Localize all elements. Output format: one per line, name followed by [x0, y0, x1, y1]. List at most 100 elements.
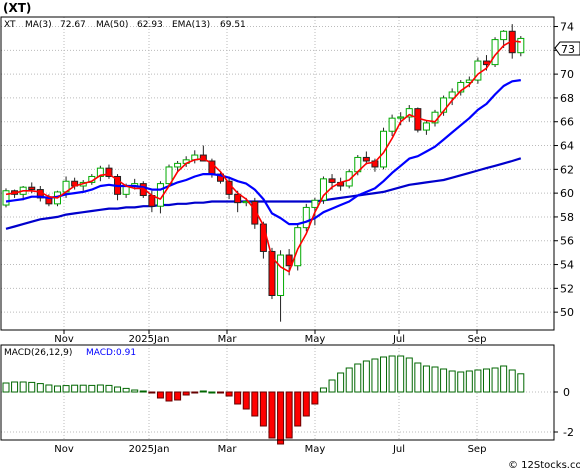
macd-x-tick-label: May: [305, 444, 326, 455]
macd-y-tick-label: -2: [563, 426, 574, 439]
candle-body: [285, 254, 293, 267]
macd-bar: [268, 391, 276, 439]
candle: [234, 190, 242, 213]
legend-ema13-value: 69.51: [220, 20, 246, 30]
candlesticks: [2, 24, 525, 322]
candle-body: [319, 178, 327, 201]
candle-body: [277, 254, 285, 296]
price-x-tick-label: Sep: [468, 334, 487, 345]
macd-label: MACD(26,12,9): [4, 348, 72, 358]
price-x-tick-label: Mar: [218, 334, 238, 345]
price-x-tick-label: Jul: [392, 334, 405, 345]
last-price-value: 73: [561, 43, 575, 56]
macd-bar: [405, 357, 413, 393]
price-y-tick-label: 52: [560, 282, 574, 295]
legend-ema13-label: EMA(13): [172, 20, 210, 30]
macd-bar: [431, 366, 439, 393]
macd-bar: [337, 372, 345, 393]
macd-bar: [148, 391, 156, 394]
candle-body: [139, 183, 147, 197]
candle: [96, 165, 104, 182]
macd-bar: [96, 384, 104, 393]
candle: [388, 114, 396, 137]
candle: [414, 107, 422, 133]
macd-bar: [354, 363, 362, 393]
candle-body: [397, 116, 405, 119]
ma3-path: [5, 39, 521, 273]
macd-bar: [302, 391, 310, 417]
candle-body: [500, 30, 508, 41]
candle-body: [251, 200, 259, 225]
price-y-tick-label: 64: [560, 140, 574, 153]
macd-bar: [500, 365, 508, 393]
candle: [422, 120, 430, 135]
candle-body: [474, 60, 482, 81]
macd-value: MACD:0.91: [86, 348, 136, 358]
macd-bar: [225, 391, 233, 397]
macd-bar: [234, 391, 242, 405]
watermark: © 12Stocks.com: [508, 460, 580, 471]
macd-bar: [45, 384, 53, 393]
candle-body: [405, 108, 413, 118]
price-y-tick-label: 60: [560, 187, 574, 200]
macd-bar: [53, 385, 61, 393]
macd-bar: [191, 391, 199, 394]
macd-bar: [508, 369, 516, 393]
macd-x-tick-label: Mar: [218, 444, 238, 455]
macd-bar: [465, 370, 473, 393]
macd-bar: [174, 391, 182, 401]
macd-bar: [311, 391, 319, 405]
macd-bar: [277, 391, 285, 445]
candle-body: [345, 171, 353, 187]
candle-body: [388, 117, 396, 132]
chart-title: (XT): [3, 1, 31, 15]
macd-bar: [380, 356, 388, 393]
candle-body: [96, 167, 104, 177]
macd-bar: [319, 387, 327, 393]
macd-bar: [448, 370, 456, 393]
macd-x-labels: Nov 2025Jan Mar May Jul Sep: [54, 444, 486, 455]
candle-body: [302, 206, 310, 229]
macd-bar: [62, 385, 70, 393]
candle: [105, 164, 113, 179]
candle: [319, 176, 327, 204]
macd-bar: [156, 391, 164, 399]
legend-ma3-value: 72.67: [60, 20, 86, 30]
candle-body: [517, 37, 525, 54]
ema13-path: [5, 79, 521, 226]
candle: [2, 188, 10, 208]
price-y-tick-label: 56: [560, 235, 574, 248]
price-frame: [0, 16, 555, 331]
candle: [251, 197, 259, 229]
candle-body: [448, 91, 456, 99]
macd-bar: [371, 358, 379, 393]
candle-body: [268, 250, 276, 296]
price-y-tick-label: 54: [560, 259, 574, 272]
macd-bar: [362, 360, 370, 393]
legend-ma3-label: MA(3): [25, 20, 52, 30]
candle-body: [362, 156, 370, 162]
macd-bar: [422, 365, 430, 393]
candle: [474, 57, 482, 84]
candle-body: [328, 178, 336, 183]
candle: [405, 105, 413, 122]
macd-bar: [19, 381, 27, 393]
candle-body: [457, 81, 465, 93]
macd-frame: [0, 344, 555, 441]
candle-body: [165, 166, 173, 185]
candle: [457, 80, 465, 96]
macd-bar: [36, 383, 44, 393]
candle: [277, 250, 285, 322]
price-x-labels: Nov 2025Jan Mar May Jul Sep: [54, 334, 486, 345]
macd-bar: [517, 373, 525, 393]
candle-body: [174, 162, 182, 168]
candle: [174, 161, 182, 172]
macd-x-tick-label: Nov: [54, 444, 74, 455]
price-x-tick-label: 2025Jan: [129, 334, 170, 345]
legend-symbol: XT: [4, 20, 16, 30]
candle-body: [28, 186, 36, 191]
macd-bar: [122, 387, 130, 393]
macd-bar: [2, 382, 10, 393]
price-y-tick-label: 58: [560, 211, 574, 224]
